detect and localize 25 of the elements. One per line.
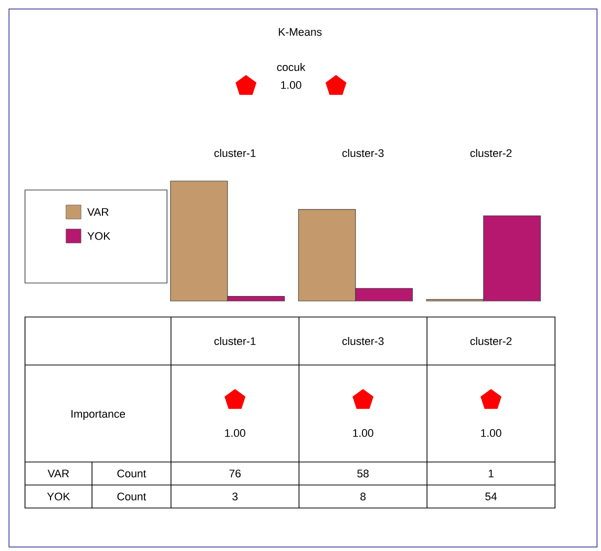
text: 1.00 — [481, 429, 502, 437]
text: Importance — [72, 410, 126, 420]
category-label: cluster-2 — [470, 336, 512, 346]
data-label: 1 — [488, 470, 494, 478]
text: 1.00 — [225, 429, 246, 437]
legend-label: YOK — [87, 232, 110, 240]
legend-label: VAR — [87, 208, 108, 216]
data-label: 8 — [360, 492, 366, 500]
chart-title: K-Means — [278, 28, 322, 36]
data-label: 3 — [232, 492, 238, 500]
chart-subtitle: cocuk — [277, 62, 306, 72]
text: VAR — [48, 470, 69, 478]
text: 1.00 — [281, 81, 302, 89]
text: Count — [117, 470, 146, 478]
text: 1.00 — [353, 429, 374, 437]
data-label: 76 — [229, 470, 241, 478]
category-label: cluster-1 — [214, 336, 256, 346]
text: Count — [117, 492, 146, 500]
x-tick-label: cluster-2 — [470, 148, 512, 158]
text: YOK — [47, 492, 70, 500]
x-tick-label: cluster-3 — [342, 148, 384, 158]
data-label: 54 — [485, 492, 497, 500]
data-label: 58 — [357, 470, 369, 478]
category-label: cluster-3 — [342, 336, 384, 346]
x-tick-label: cluster-1 — [214, 148, 256, 158]
